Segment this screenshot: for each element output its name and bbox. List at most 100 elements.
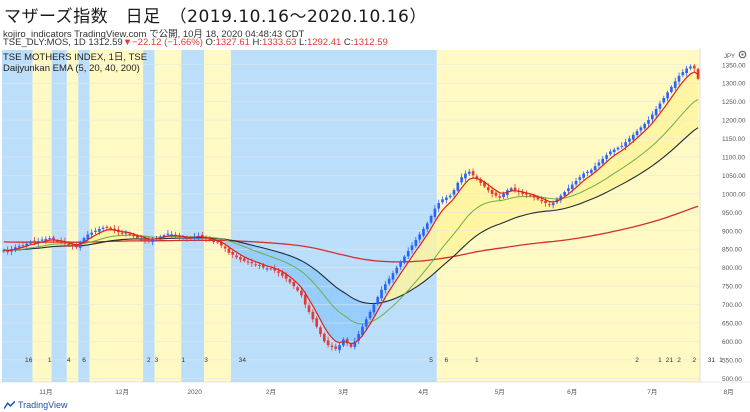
candle-body: [612, 149, 616, 153]
event-marker-label: 2: [635, 357, 639, 364]
price-chart[interactable]: JPY 500.00 550.00 600.00 650.00 700.00 750.00 8…: [0, 48, 750, 400]
change-arrow: ▼: [122, 37, 133, 48]
candle-body: [189, 237, 193, 239]
candle-body: [231, 252, 235, 255]
candle-body: [486, 187, 490, 191]
ema-band-fill: [663, 102, 668, 158]
ema-band-fill: [442, 205, 447, 266]
candle-body: [433, 208, 437, 217]
event-marker-label: 3: [204, 357, 208, 364]
candle-body: [425, 223, 429, 230]
ema-band-fill: [297, 258, 302, 288]
event-marker-label: 3: [708, 357, 712, 364]
candle-body: [639, 127, 643, 131]
candle-body: [342, 339, 345, 346]
candle-body: [330, 345, 334, 347]
candle-body: [498, 196, 502, 198]
ema-band-fill: [286, 254, 290, 277]
candle-body: [124, 232, 128, 234]
ema20-line: [3, 98, 699, 325]
trend-band: [51, 50, 67, 382]
trend-band: [181, 50, 205, 382]
ema-band-fill: [633, 138, 638, 178]
candle-body: [570, 184, 574, 189]
ema-band-fill: [434, 215, 439, 273]
ema-band-fill: [339, 289, 344, 343]
candle-body: [292, 281, 296, 287]
event-marker-label: 6: [82, 357, 86, 364]
candle-body: [418, 234, 421, 240]
candle-body: [422, 228, 425, 236]
candle-body: [609, 151, 612, 155]
candle-body: [456, 182, 460, 191]
candle-body: [151, 239, 154, 242]
trend-band: [89, 50, 144, 382]
page-title: マザーズ指数 日足 （2019.10.16～2020.10.16）: [4, 7, 427, 27]
candle-body: [441, 199, 444, 203]
candle-body: [75, 245, 78, 248]
candle-body: [673, 81, 677, 88]
candle-body: [647, 120, 650, 124]
event-marker-label: 4: [242, 357, 246, 364]
ema-band-fill: [637, 134, 641, 176]
ema-band-fill: [522, 192, 527, 216]
candle-body: [414, 239, 418, 246]
candle-body: [166, 233, 170, 235]
gear-icon[interactable]: [737, 49, 748, 60]
y-tick-label: 700.00: [722, 302, 742, 309]
chart-area[interactable]: JPY 500.00 550.00 600.00 650.00 700.00 750.00 8…: [0, 48, 750, 400]
ema-band-fill: [640, 130, 645, 174]
ema-band-fill: [625, 144, 630, 183]
candle-body: [383, 284, 387, 290]
candle-body: [239, 257, 242, 260]
candle-body: [29, 241, 32, 244]
ema-band-fill: [610, 155, 615, 191]
candle-body: [467, 171, 471, 174]
tradingview-logo-icon: [4, 401, 15, 409]
candle-body: [303, 294, 307, 305]
ema-band-fill: [320, 273, 325, 328]
ema-band-fill: [446, 202, 451, 263]
candle-body: [120, 232, 124, 234]
ema-band-fill: [480, 179, 485, 233]
ema5-line: [3, 71, 699, 345]
y-tick-label: 500.00: [722, 376, 742, 383]
candle-body: [605, 155, 608, 159]
ema-band-fill: [282, 253, 287, 275]
ema-band-fill: [576, 184, 580, 206]
candle-body: [650, 114, 654, 120]
candle-body: [338, 345, 341, 350]
candle-body: [136, 235, 139, 239]
candle-body: [361, 326, 364, 335]
ema-band-fill: [671, 92, 676, 151]
candle-body: [471, 171, 475, 176]
candle-body: [48, 238, 52, 240]
candle-body: [334, 346, 338, 349]
candle-body: [567, 188, 570, 192]
ema-band-fill: [453, 193, 458, 256]
footer-brand[interactable]: TradingView: [4, 400, 68, 410]
candle-body: [513, 187, 517, 191]
candle-body: [601, 158, 605, 164]
candle-body: [200, 234, 204, 238]
candle-body: [597, 162, 601, 166]
candle-body: [52, 237, 55, 240]
candle-body: [97, 228, 101, 232]
candle-body: [685, 68, 688, 74]
ema-band-fill: [49, 239, 54, 247]
ema-band-fill: [652, 118, 657, 166]
chart-legend: TSE MOTHERS INDEX, 1日, TSE Daijyunkan EM…: [3, 52, 147, 74]
candle-body: [448, 195, 452, 198]
ema-band-fill: [415, 245, 420, 288]
open-label: O:: [202, 37, 216, 48]
ema-band-fill: [423, 234, 428, 282]
ema-band-fill: [328, 280, 332, 338]
high-label: H:: [249, 37, 263, 48]
y-tick-label: 1050.00: [722, 173, 746, 180]
ema-band-fill: [595, 168, 599, 198]
candle-body: [403, 256, 406, 263]
trend-band: [2, 50, 33, 382]
y-tick-label: 650.00: [722, 320, 742, 327]
price-axis-bg: [700, 48, 750, 400]
candle-body: [33, 240, 36, 243]
